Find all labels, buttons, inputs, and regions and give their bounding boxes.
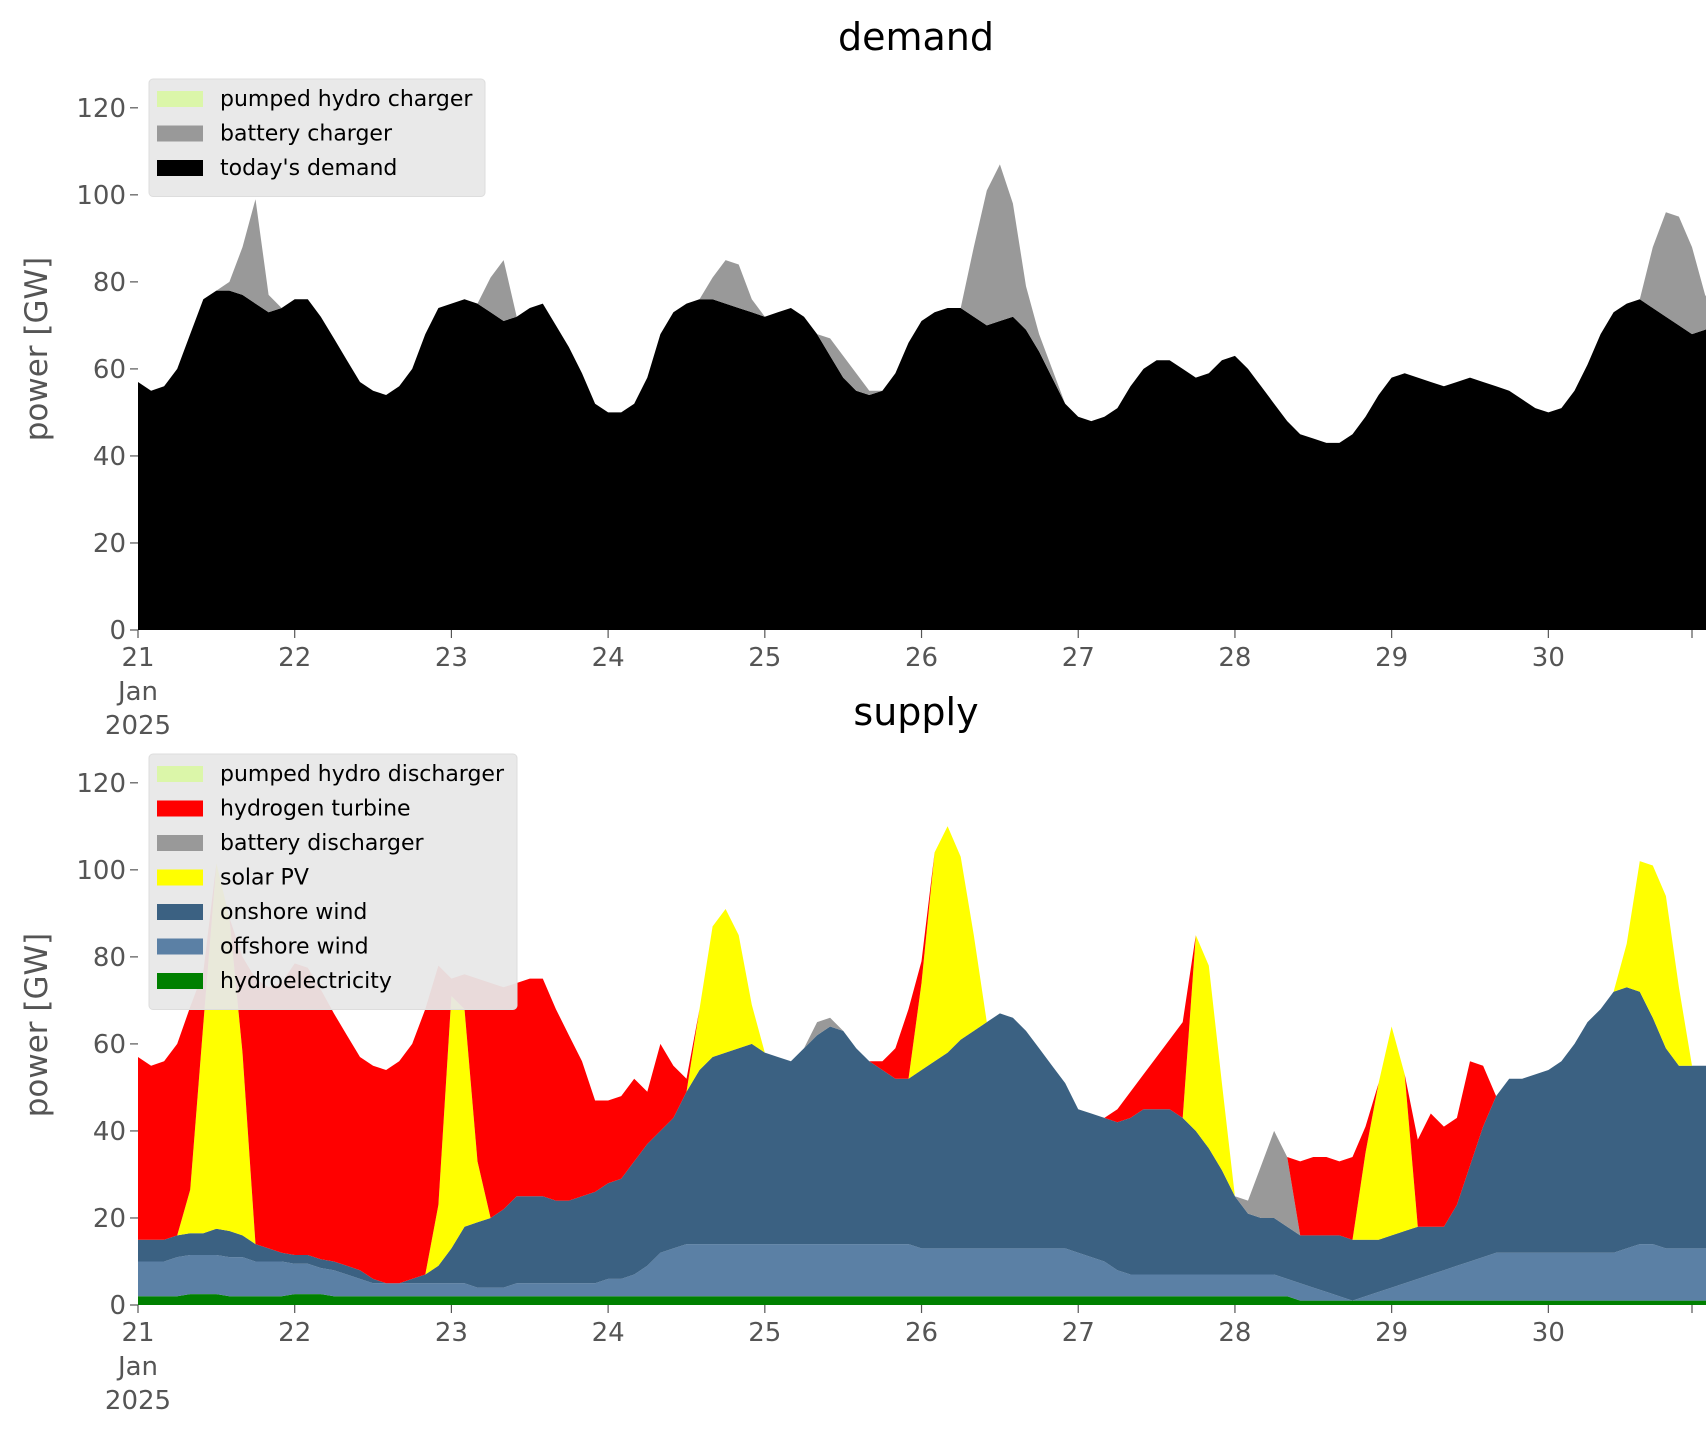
demand-area-today-s-demand <box>138 290 1706 630</box>
demand-legend-label: pumped hydro charger <box>220 87 473 112</box>
supply-legend-label: battery discharger <box>220 831 425 856</box>
demand-chart: demand power [GW] 0 20 40 60 80 100 120 21 Jan 20… <box>19 15 1706 741</box>
demand-x-tick-label: 30 <box>1532 643 1565 673</box>
demand-x-tick-label: 21 <box>121 643 154 673</box>
supply-x-tick-label: 29 <box>1375 1318 1408 1348</box>
demand-legend-swatch <box>157 91 203 107</box>
supply-x-tick-label: 28 <box>1218 1318 1251 1348</box>
demand-legend-swatch <box>157 125 203 142</box>
supply-legend-label: onshore wind <box>220 900 367 925</box>
demand-y-tick-label: 40 <box>93 442 126 472</box>
supply-x-tick-label: 22 <box>278 1318 311 1348</box>
demand-title: demand <box>838 15 994 59</box>
supply-chart: supply power [GW] 0 20 40 60 80 100 120 21 Jan 20… <box>19 690 1706 1416</box>
demand-x-tick-label: 26 <box>905 643 938 673</box>
supply-legend-swatch <box>157 904 203 920</box>
demand-axes: 0 20 40 60 80 100 120 21 Jan 2025 22 23 24 25 26 27 28 29… <box>76 94 1693 741</box>
demand-legend: pumped hydro charger battery charger today… <box>148 78 486 197</box>
supply-legend: pumped hydro discharger hydrogen turbine b… <box>148 753 518 1010</box>
supply-legend-label: hydroelectricity <box>220 969 392 994</box>
supply-x-tick-label: 23 <box>435 1318 468 1348</box>
supply-y-tick-label: 20 <box>93 1204 126 1234</box>
supply-legend-swatch <box>157 938 203 955</box>
supply-area-solar-pv <box>138 826 1706 1284</box>
demand-x-tick-label: 27 <box>1062 643 1095 673</box>
supply-legend-box <box>148 753 518 1010</box>
supply-legend-swatch <box>157 800 203 817</box>
demand-legend-swatch <box>157 160 203 176</box>
demand-x-tick-label: 25 <box>748 643 781 673</box>
demand-x-tick-label: 23 <box>435 643 468 673</box>
supply-x-tick-label: 24 <box>592 1318 625 1348</box>
demand-y-tick-label: 80 <box>93 268 126 298</box>
supply-x-tick-label: 26 <box>905 1318 938 1348</box>
demand-x-tick-label: 22 <box>278 643 311 673</box>
supply-legend-label: pumped hydro discharger <box>220 762 505 787</box>
supply-y-tick-label: 80 <box>93 943 126 973</box>
demand-legend-label: battery charger <box>220 122 393 147</box>
supply-x-tick-label: 27 <box>1062 1318 1095 1348</box>
supply-area-hydroelectricity <box>138 1294 1706 1305</box>
supply-title: supply <box>853 690 978 734</box>
supply-y-tick-label: 40 <box>93 1117 126 1147</box>
demand-y-tick-label: 100 <box>76 181 126 211</box>
demand-x-tick-label: Jan <box>116 677 158 707</box>
supply-area-hydrogen-turbine <box>138 826 1706 1284</box>
supply-legend-swatch <box>157 766 203 782</box>
demand-legend-label: today's demand <box>220 156 397 181</box>
demand-y-tick-label: 60 <box>93 355 126 385</box>
demand-y-tick-label: 20 <box>93 529 126 559</box>
supply-y-tick-label: 100 <box>76 856 126 886</box>
supply-area-offshore-wind <box>138 1244 1706 1301</box>
supply-y-axis-label: power [GW] <box>19 933 55 1118</box>
supply-y-tick-label: 0 <box>109 1291 126 1321</box>
supply-y-tick-label: 120 <box>76 769 126 799</box>
supply-legend-label: offshore wind <box>220 935 369 960</box>
demand-x-tick-label: 2025 <box>105 711 171 741</box>
demand-x-tick-label: 29 <box>1375 643 1408 673</box>
demand-x-tick-label: 28 <box>1218 643 1251 673</box>
supply-legend-label: hydrogen turbine <box>220 797 411 822</box>
demand-legend-box <box>148 78 486 197</box>
supply-x-tick-label: Jan <box>116 1352 158 1382</box>
supply-legend-label: solar PV <box>220 866 309 891</box>
demand-y-axis-label: power [GW] <box>19 257 55 442</box>
demand-y-tick-label: 0 <box>109 616 126 646</box>
supply-x-tick-label: 2025 <box>105 1386 171 1416</box>
demand-y-tick-label: 120 <box>76 94 126 124</box>
supply-legend-swatch <box>157 973 203 989</box>
demand-x-tick-label: 24 <box>592 643 625 673</box>
supply-areas <box>138 826 1706 1305</box>
supply-legend-swatch <box>157 835 203 851</box>
supply-area-onshore-wind <box>138 987 1706 1301</box>
supply-x-tick-label: 25 <box>748 1318 781 1348</box>
demand-areas <box>138 164 1706 630</box>
supply-y-tick-label: 60 <box>93 1030 126 1060</box>
supply-x-tick-label: 21 <box>121 1318 154 1348</box>
supply-x-tick-label: 30 <box>1532 1318 1565 1348</box>
supply-legend-swatch <box>157 869 203 886</box>
supply-axes: 0 20 40 60 80 100 120 21 Jan 2025 22 23 24 25 26 27 28 29… <box>76 769 1693 1416</box>
